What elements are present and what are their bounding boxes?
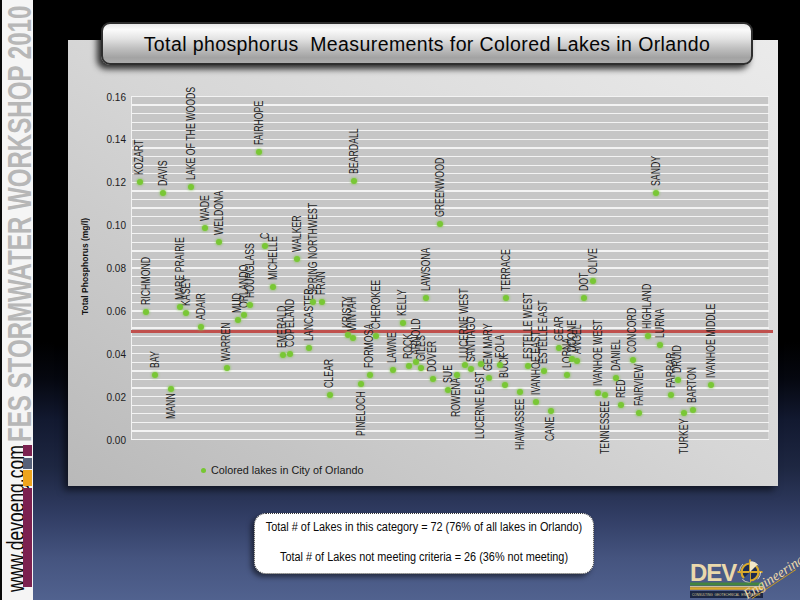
svg-text:DEV: DEV	[690, 559, 737, 586]
